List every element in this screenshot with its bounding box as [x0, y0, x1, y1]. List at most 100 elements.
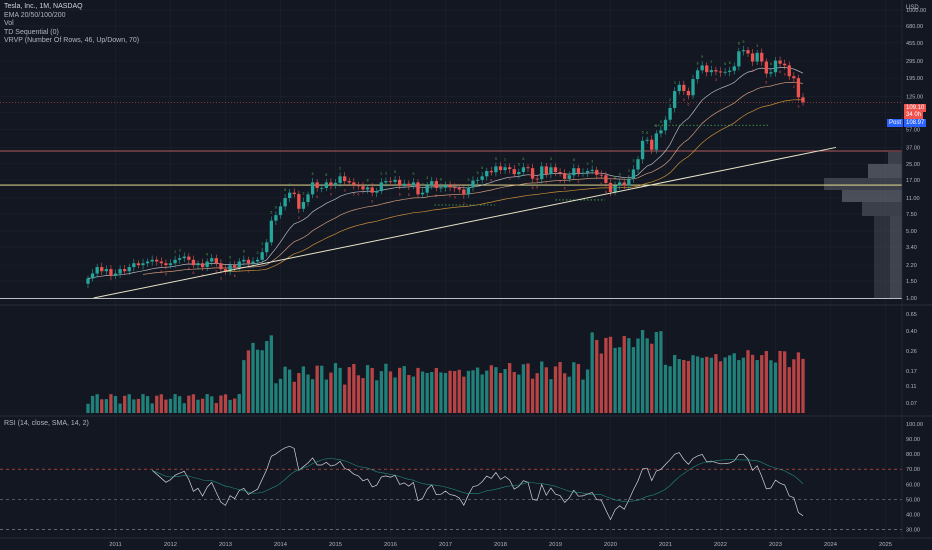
candle-body: [723, 71, 727, 73]
td-count-mark: 3: [509, 176, 511, 180]
candle-body: [558, 172, 562, 174]
volume-bar: [558, 362, 562, 413]
volume-bar: [233, 398, 237, 413]
time-tick-label: 2023: [769, 542, 782, 548]
symbol-title[interactable]: Tesla, Inc., 1M, NASDAQ: [4, 3, 83, 10]
candle-body: [732, 66, 736, 71]
indicator-legend: Tesla, Inc., 1M, NASDAQ EMA 20/50/100/20…: [4, 3, 139, 46]
candle-body: [214, 258, 218, 264]
price-tick-label: 1.50: [906, 279, 917, 285]
td-count-mark: 6: [522, 157, 524, 161]
td-count-mark: 2: [422, 182, 424, 186]
candle-body: [796, 78, 801, 98]
td-count-mark: 6: [564, 186, 566, 190]
time-tick-label: 2014: [274, 542, 288, 548]
candle-body: [787, 65, 791, 77]
td-count-mark: 6: [275, 205, 277, 209]
candle-body: [118, 269, 122, 274]
volume-tick-label: 0.11: [906, 384, 916, 390]
candle-body: [645, 139, 649, 141]
volume-bar: [659, 331, 663, 413]
volume-bar: [645, 338, 649, 413]
candle-body: [714, 70, 718, 72]
td-count-mark: 2: [628, 169, 630, 173]
volume-bar: [127, 394, 131, 413]
price-tick-label: 680.00: [906, 24, 923, 30]
volume-bar: [618, 347, 622, 413]
td-count-mark: 2: [380, 172, 382, 176]
time-axis[interactable]: 2011 2012 2013 2014 2015 2016 2017 2018 2019 2020…: [109, 542, 892, 548]
volume-bar: [695, 356, 700, 413]
td-count-mark: 9: [454, 195, 456, 199]
candle-body: [677, 84, 681, 92]
td-count-mark: 2: [215, 270, 217, 274]
rsi-tick-label: 40.00: [906, 512, 920, 518]
legend-td-sequential[interactable]: TD Sequential (0): [4, 28, 59, 36]
volume-bar: [141, 394, 145, 413]
volume-bar: [746, 350, 750, 413]
volume-bar: [796, 352, 801, 413]
rsi-tick-label: 100.00: [906, 422, 923, 428]
candle-body: [205, 261, 209, 268]
rsi-legend[interactable]: RSI (14, close, SMA, 14, 2): [4, 420, 89, 427]
candle-body: [182, 256, 186, 259]
volume-bar: [246, 350, 251, 413]
candle-body: [668, 107, 672, 120]
volume-bar: [338, 367, 342, 413]
candle-body: [361, 186, 365, 190]
td-count-mark: 8: [490, 179, 492, 183]
volume-bar: [576, 364, 581, 413]
grid-lines: [0, 0, 902, 537]
volume-bar: [466, 370, 471, 413]
legend-ema[interactable]: EMA 20/50/100/200: [4, 11, 66, 19]
td-count-mark: 9: [165, 273, 167, 277]
volume-bar: [585, 369, 590, 413]
candle-body: [792, 76, 796, 79]
volume-tick-label: 0.07: [906, 401, 917, 407]
candle-body: [343, 176, 347, 182]
candle-body: [453, 187, 457, 189]
post-market-label: Post: [887, 119, 904, 127]
volume-bar: [489, 365, 493, 413]
td-count-mark: 5: [518, 163, 520, 167]
candle-body: [320, 187, 324, 189]
volume-bar: [590, 332, 594, 413]
td-count-mark: 8: [614, 176, 616, 180]
candle-body: [379, 182, 383, 192]
volume-bar: [178, 396, 182, 413]
volume-bar: [86, 403, 90, 413]
volume-bar: [109, 394, 113, 413]
volume-bar: [714, 354, 718, 413]
td-count-mark: 2: [669, 98, 671, 102]
volume-bar: [457, 369, 461, 413]
volume-bar: [636, 338, 640, 413]
candle-body: [297, 194, 301, 209]
volume-bar: [732, 353, 736, 413]
candle-body: [398, 179, 402, 186]
volume-bar: [288, 369, 292, 413]
volume-bar: [750, 354, 755, 413]
candle-body: [402, 183, 406, 186]
td-count-mark: 9: [412, 172, 414, 176]
candle-body: [439, 187, 443, 189]
volume-bar: [480, 374, 484, 413]
bar-countdown-tag: 34 0h: [904, 111, 924, 119]
candle-body: [718, 71, 723, 73]
rsi-tick-label: 70.00: [906, 467, 920, 473]
candle-body: [416, 182, 420, 195]
time-tick-label: 2012: [164, 542, 177, 548]
trendline[interactable]: [93, 146, 837, 299]
td-count-mark: 6: [192, 271, 194, 275]
legend-vrvp[interactable]: VRVP (Number Of Rows, 46, Up/Down, 70): [4, 37, 140, 45]
volume-bar: [453, 371, 457, 413]
legend-vol[interactable]: Vol: [4, 20, 14, 28]
td-count-mark: 9: [247, 269, 249, 273]
volume-bar: [420, 371, 425, 413]
currency-label[interactable]: USD: [906, 5, 919, 11]
td-count-mark: 2: [339, 166, 341, 170]
time-tick-label: 2016: [384, 542, 397, 548]
td-count-mark: 6: [440, 178, 442, 182]
